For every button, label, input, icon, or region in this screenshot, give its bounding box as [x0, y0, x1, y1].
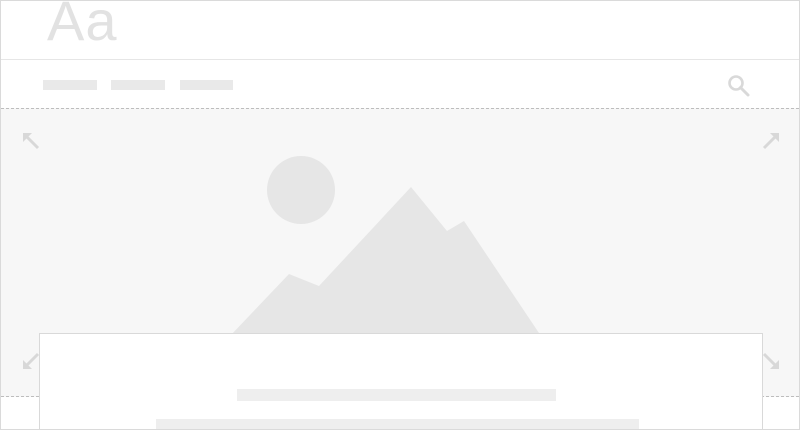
logo[interactable]: Aa	[47, 0, 118, 52]
card-text-placeholder	[156, 419, 639, 429]
arrow-bottom-right-icon[interactable]	[761, 351, 781, 371]
arrow-top-right-icon[interactable]	[761, 131, 781, 151]
image-placeholder-icon	[230, 156, 541, 336]
arrow-top-left-icon[interactable]	[21, 131, 41, 151]
nav-item-3[interactable]	[180, 80, 233, 90]
content-card	[39, 333, 763, 429]
nav-item-1[interactable]	[43, 80, 97, 90]
card-title-placeholder	[237, 389, 556, 401]
nav-bar	[1, 60, 799, 108]
arrow-bottom-left-icon[interactable]	[21, 351, 41, 371]
site-header: Aa	[1, 1, 799, 60]
search-icon[interactable]	[727, 74, 751, 98]
nav-item-2[interactable]	[111, 80, 165, 90]
